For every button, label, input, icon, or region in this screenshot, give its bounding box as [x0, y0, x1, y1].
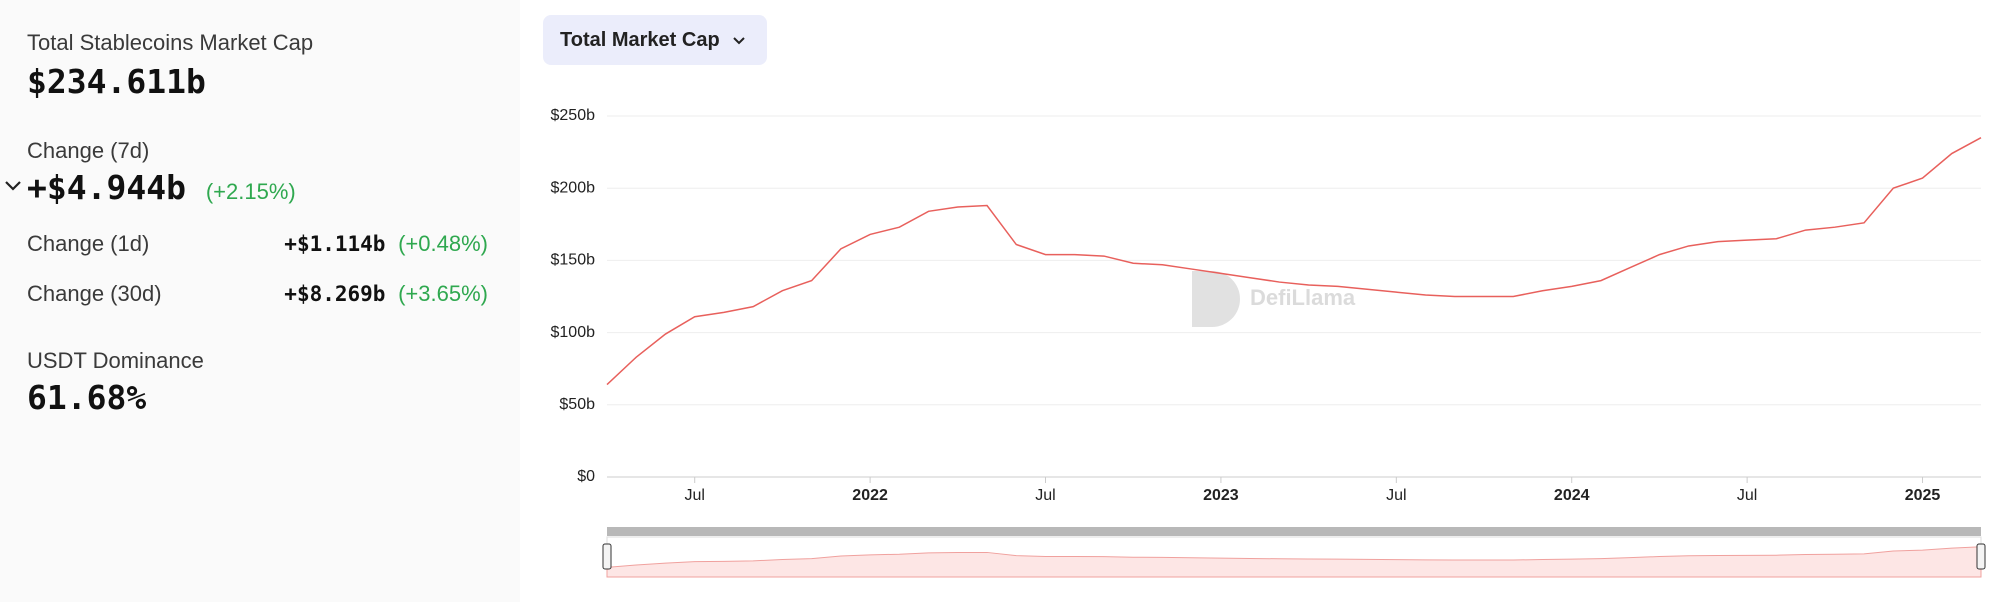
dominance-value: 61.68% — [27, 378, 147, 417]
chevron — [733, 37, 745, 45]
total-value: $234.611b — [27, 62, 206, 101]
change-1d-value: +$1.114b — [284, 232, 386, 256]
change-7d-value: +$4.944b — [27, 168, 186, 207]
dropdown-label: Total Market Cap — [560, 29, 720, 51]
x-tick-label: 2024 — [1554, 487, 1590, 504]
change-30d-label: Change (30d) — [27, 281, 162, 306]
x-tick-label: 2023 — [1203, 487, 1239, 504]
expand-icon[interactable] — [2, 174, 26, 198]
y-tick-label: $150b — [551, 252, 596, 269]
total-label: Total Stablecoins Market Cap — [27, 30, 314, 55]
change-1d-percent: (+0.48%) — [398, 231, 488, 256]
navigator-frame — [606, 536, 1982, 578]
x-tick-label: Jul — [1737, 487, 1757, 504]
y-tick-label: $200b — [551, 179, 596, 196]
navigator-handle — [602, 543, 612, 570]
x-tick-label: Jul — [1035, 487, 1055, 504]
series-line — [606, 137, 1982, 386]
change-30d-percent: (+3.65%) — [398, 281, 488, 306]
x-tick-label: Jul — [684, 487, 704, 504]
change-30d: +$8.269b (+3.65%) — [284, 281, 488, 307]
watermark: DefiLlama — [1192, 271, 1356, 327]
dropdown[interactable]: Total Market Cap — [543, 15, 767, 65]
y-tick-label: $100b — [551, 324, 596, 341]
x-tick-label: 2025 — [1905, 487, 1941, 504]
change-7d-label: Change (7d) — [27, 138, 150, 163]
change-1d-label: Change (1d) — [27, 231, 150, 256]
y-tick-label: $50b — [559, 396, 595, 413]
change-1d: +$1.114b (+0.48%) — [284, 231, 488, 257]
change-7d-percent: (+2.15%) — [205, 179, 296, 204]
navigator-handle — [1976, 543, 1986, 570]
navigator-bar — [607, 527, 1981, 536]
y-tick-label: $250b — [551, 107, 596, 124]
change-30d-value: +$8.269b — [284, 282, 386, 306]
change-7d: +$4.944b (+2.15%) — [27, 168, 296, 207]
watermark-text: DefiLlama — [1250, 285, 1356, 310]
x-tick-label: 2022 — [852, 487, 888, 504]
sidebar: Total Stablecoins Market Cap $234.611b C… — [0, 0, 520, 602]
navigator-area — [606, 546, 1982, 578]
x-tick-label: Jul — [1386, 487, 1406, 504]
y-tick-label: $0 — [577, 468, 595, 485]
dominance-label: USDT Dominance — [27, 348, 204, 373]
